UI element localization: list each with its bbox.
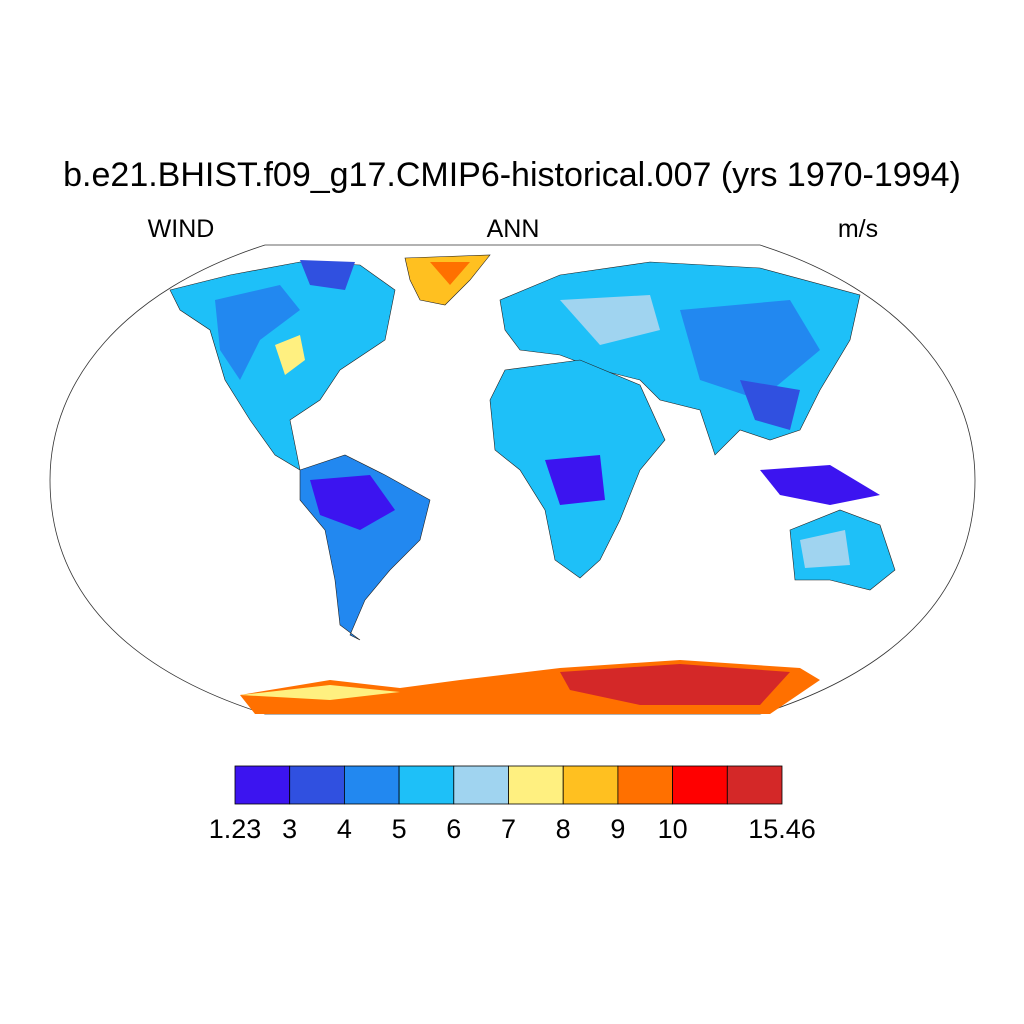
sa-patch — [310, 475, 395, 530]
colorbar-box — [398, 765, 455, 805]
colorbar-box — [234, 765, 291, 805]
colorbar-box — [289, 765, 345, 805]
colorbar-box — [672, 765, 728, 805]
colorbar-label: 3 — [282, 814, 297, 844]
right-label: m/s — [838, 215, 878, 243]
colorbar-box — [453, 765, 509, 805]
antarctica-core — [560, 664, 790, 705]
map — [49, 244, 976, 715]
na-patch — [275, 335, 305, 375]
colorbar-label: 15.46 — [748, 814, 816, 844]
antarctica-edge — [240, 685, 400, 700]
left-label: WIND — [148, 215, 215, 243]
na-patch — [215, 285, 300, 380]
colorbar-label: 4 — [337, 814, 352, 844]
colorbar-box — [562, 765, 619, 805]
center-label: ANN — [487, 215, 540, 243]
greenland-core — [430, 262, 470, 285]
colorbar-label: 10 — [658, 814, 688, 844]
colorbar-label: 5 — [392, 814, 407, 844]
australia-patch — [800, 530, 850, 568]
colorbar-label: 9 — [610, 814, 625, 844]
eurasia-patch — [680, 300, 820, 400]
na-patch — [300, 260, 355, 290]
colorbar-box — [343, 765, 400, 805]
africa-patch — [545, 455, 605, 505]
colorbar-box — [508, 765, 564, 805]
colorbar-label: 6 — [446, 814, 461, 844]
colorbar: 1.23 3 4 5 6 7 8 9 10 15.46 — [209, 765, 816, 844]
colorbar-box — [617, 765, 674, 805]
colorbar-label: 7 — [501, 814, 516, 844]
eurasia-patch — [740, 380, 800, 430]
title: b.e21.BHIST.f09_g17.CMIP6-historical.007… — [63, 156, 961, 194]
se-asia — [760, 465, 880, 505]
colorbar-label: 1.23 — [209, 814, 262, 844]
eurasia-patch — [560, 295, 660, 345]
colorbar-label: 8 — [556, 814, 571, 844]
colorbar-box — [726, 765, 783, 805]
